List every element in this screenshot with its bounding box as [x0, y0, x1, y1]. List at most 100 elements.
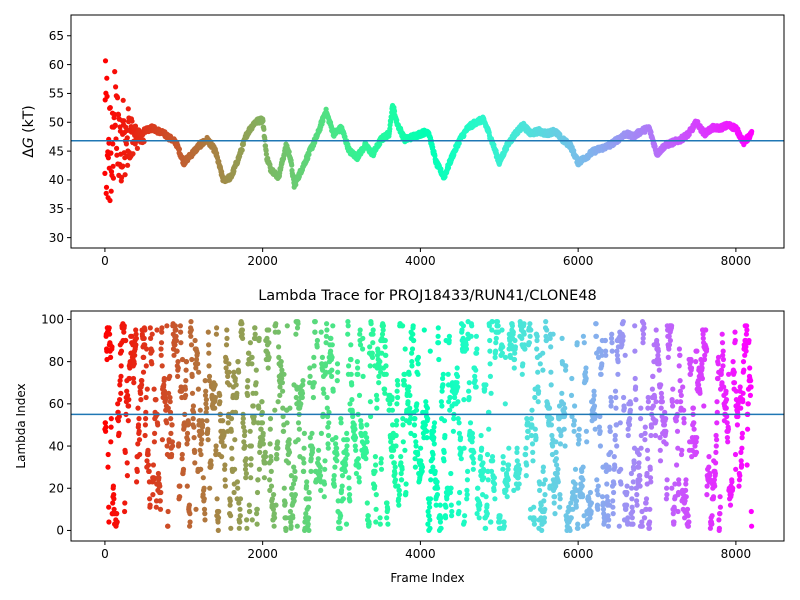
lambda-point [677, 378, 683, 384]
lambda-point [158, 352, 164, 358]
lambda-point [473, 333, 479, 339]
lambda-point [188, 319, 194, 325]
lambda-point [246, 350, 252, 356]
lambda-point [331, 483, 337, 489]
lambda-point [326, 409, 332, 415]
lambda-point [476, 515, 482, 521]
lambda-point [724, 413, 730, 420]
lambda-point [613, 422, 620, 428]
lambda-point [278, 359, 284, 365]
lambda-point [591, 403, 598, 409]
lambda-point [213, 447, 219, 453]
lambda-point [514, 458, 520, 464]
lambda-point [447, 407, 453, 413]
lambda-point [336, 519, 342, 525]
lambda-point [403, 481, 409, 487]
lambda-point [148, 335, 154, 341]
lambda-point [147, 325, 153, 331]
lambda-point [178, 384, 184, 390]
lambda-point [434, 492, 440, 498]
lambda-point [715, 354, 722, 360]
lambda-point [529, 407, 535, 413]
lambda-point [445, 371, 451, 377]
lambda-point [245, 378, 251, 384]
lambda-point [597, 413, 603, 420]
lambda-point [392, 477, 399, 483]
lambda-point [748, 508, 754, 515]
lambda-point [194, 350, 200, 356]
lambda-point [334, 361, 341, 367]
lambda-point [247, 428, 253, 434]
lambda-point [458, 456, 464, 462]
lambda-point [292, 468, 298, 474]
lambda-point [632, 375, 638, 382]
lambda-point [343, 456, 349, 462]
delta-g-point [121, 118, 127, 124]
lambda-point [747, 392, 754, 398]
lambda-point [143, 363, 149, 369]
lambda-point [343, 462, 349, 468]
lambda-point [591, 388, 597, 394]
lambda-point [675, 489, 682, 496]
lambda-point [462, 513, 468, 519]
lambda-point [503, 487, 509, 493]
delta-g-point [122, 172, 128, 178]
lambda-point [640, 335, 646, 341]
lambda-point [167, 399, 173, 405]
lambda-point [608, 399, 614, 405]
lambda-point [151, 475, 157, 481]
lambda-point [357, 331, 363, 337]
x-tick-label: 4000 [405, 547, 436, 561]
lambda-point [683, 481, 689, 487]
lambda-point [369, 354, 376, 360]
delta-g-point [129, 118, 135, 124]
lambda-point [414, 401, 420, 407]
lambda-point [583, 428, 590, 434]
lambda-point [117, 378, 123, 384]
lambda-point [549, 432, 555, 439]
delta-g-point [141, 139, 147, 145]
lambda-point [133, 335, 139, 341]
lambda-point [409, 346, 416, 352]
lambda-point [322, 458, 328, 464]
lambda-point [171, 352, 177, 358]
lambda-point [214, 325, 220, 331]
lambda-point [321, 390, 327, 396]
lambda-point [367, 344, 373, 350]
lambda-point [324, 321, 330, 327]
lambda-point [348, 356, 354, 363]
lambda-point [433, 502, 439, 508]
delta-g-point [111, 111, 117, 117]
lambda-point [198, 466, 204, 472]
lambda-point [125, 392, 131, 398]
lambda-point [675, 508, 681, 515]
lambda-point [231, 489, 237, 496]
delta-g-point [176, 146, 182, 152]
lambda-point [431, 420, 438, 426]
lambda-point [684, 506, 691, 512]
lambda-point [133, 327, 139, 333]
lambda-point [685, 523, 692, 529]
lambda-point [463, 342, 469, 348]
lambda-point [438, 525, 444, 531]
lambda-point [553, 456, 560, 462]
lambda-point [413, 407, 420, 413]
lambda-point [131, 380, 137, 386]
lambda-point [650, 403, 657, 409]
lambda-point [599, 494, 606, 500]
lambda-point [512, 350, 518, 356]
lambda-point [554, 462, 560, 468]
lambda-point [368, 413, 374, 420]
lambda-point [743, 348, 749, 354]
lambda-point [190, 416, 196, 422]
delta-g-point [306, 151, 312, 158]
lambda-point [161, 382, 167, 388]
lambda-point [360, 335, 366, 341]
lambda-point [389, 394, 395, 401]
lambda-point [538, 502, 544, 508]
lambda-point [288, 519, 294, 525]
lambda-point [259, 409, 265, 415]
lambda-point [300, 382, 306, 388]
delta-g-point [124, 135, 130, 141]
lambda-point [733, 466, 739, 472]
